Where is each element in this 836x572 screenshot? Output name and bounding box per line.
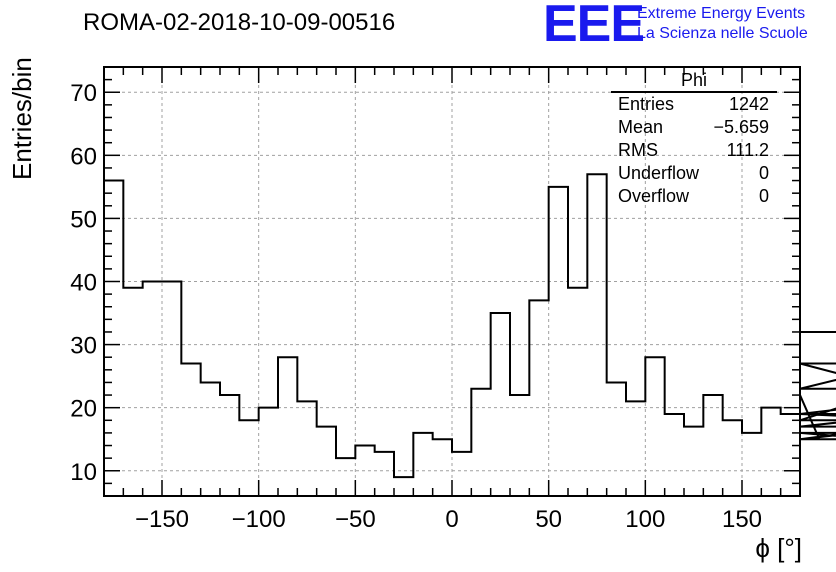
stats-label: Mean xyxy=(618,117,664,137)
stats-value: 0 xyxy=(758,163,769,183)
stats-label: Overflow xyxy=(618,186,690,206)
y-tick-label: 20 xyxy=(70,396,97,423)
grid-lines xyxy=(104,67,800,496)
logo-caption: Extreme Energy Events La Scienza nelle S… xyxy=(637,4,808,44)
x-tick-label: 0 xyxy=(445,506,458,533)
stats-rows: Entries 1242 Mean −5.659 RMS 111.2 Underflow 0 O… xyxy=(611,93,777,208)
x-tick-label: −150 xyxy=(135,506,189,533)
plot-frame xyxy=(103,66,801,497)
stats-row-entries: Entries 1242 xyxy=(611,93,777,116)
histogram-series xyxy=(103,173,836,496)
stats-box-title: Phi xyxy=(611,70,777,93)
logo-caption-line2: La Scienza nelle Scuole xyxy=(637,25,808,42)
stats-value: 1242 xyxy=(728,94,769,114)
stats-row-underflow: Underflow 0 xyxy=(611,162,777,185)
y-tick-label: 10 xyxy=(70,459,97,486)
x-tick-label: 100 xyxy=(625,506,665,533)
y-axis-label: Entries/bin xyxy=(7,57,37,180)
stats-row-mean: Mean −5.659 xyxy=(611,116,777,139)
stats-row-overflow: Overflow 0 xyxy=(611,185,777,208)
x-tick-label: 50 xyxy=(535,506,562,533)
stats-box: Phi Entries 1242 Mean −5.659 RMS 111.2 Underfl… xyxy=(611,70,777,208)
chart-title: ROMA-02-2018-10-09-00516 xyxy=(83,9,396,36)
y-tick-label: 40 xyxy=(70,270,97,297)
y-tick-label: 50 xyxy=(70,206,97,233)
eee-logo: EEE xyxy=(543,0,645,53)
y-tick-label: 70 xyxy=(70,80,97,107)
logo-caption-line1: Extreme Energy Events xyxy=(637,5,806,22)
stats-label: RMS xyxy=(618,140,658,160)
x-axis-label: ϕ [°] xyxy=(755,533,802,563)
tick-labels: −150 −100 −50 0 50 100 150 10 20 30 40 50 60 70 xyxy=(70,80,762,533)
stats-row-rms: RMS 111.2 xyxy=(611,139,777,162)
stats-value: −5.659 xyxy=(713,117,769,137)
x-tick-label: 150 xyxy=(722,506,762,533)
stats-label: Entries xyxy=(618,94,675,114)
axis-ticks xyxy=(103,66,801,496)
stats-value: 0 xyxy=(758,186,769,206)
x-tick-label: −100 xyxy=(232,506,286,533)
x-tick-label: −50 xyxy=(335,506,376,533)
stats-label: Underflow xyxy=(618,163,700,183)
stats-value: 111.2 xyxy=(726,140,769,160)
y-tick-label: 30 xyxy=(70,333,97,360)
y-tick-label: 60 xyxy=(70,143,97,170)
